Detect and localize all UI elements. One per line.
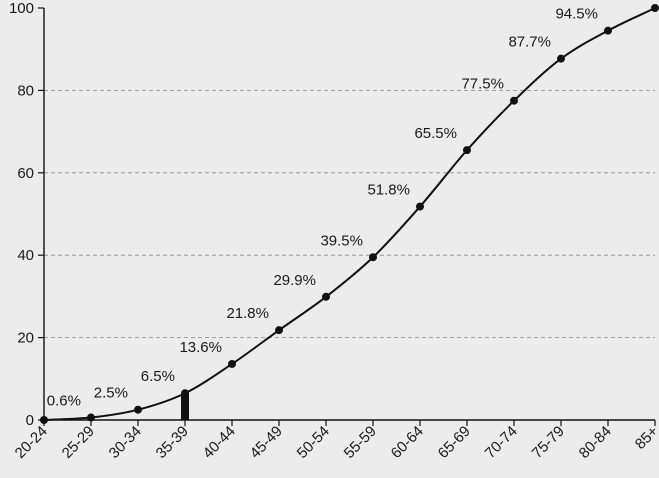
data-point (275, 326, 283, 335)
x-tick-label: 80-84 (576, 423, 615, 462)
data-label: 0.6% (47, 393, 81, 410)
data-label: 6.5% (141, 368, 175, 385)
x-tick-label: 50-54 (294, 423, 333, 462)
data-point (651, 4, 659, 12)
data-label: 65.5% (414, 125, 457, 142)
series-line-group (43, 7, 656, 421)
x-tick-label: 65-69 (435, 423, 474, 462)
data-label: 29.9% (273, 272, 316, 289)
x-tick-label: 75-79 (529, 423, 568, 462)
grid-lines (44, 90, 655, 339)
data-point (510, 96, 518, 105)
x-tick-label: 60-64 (388, 423, 427, 462)
x-tick-label: 40-44 (200, 423, 239, 462)
data-points (40, 4, 659, 424)
x-tick-label: 85+ (632, 423, 659, 453)
data-label: 77.5% (461, 76, 504, 93)
data-label: 13.6% (179, 339, 222, 356)
x-tick-label: 45-49 (247, 423, 286, 462)
data-point (557, 54, 565, 63)
y-tick-label: 20 (17, 330, 34, 347)
data-point (134, 405, 142, 414)
x-tick-label: 30-34 (106, 423, 145, 462)
data-point (604, 26, 612, 35)
data-point (463, 146, 471, 155)
y-tick-label: 100 (9, 0, 34, 17)
data-point (369, 253, 377, 262)
data-point (416, 202, 424, 211)
data-label: 21.8% (226, 305, 269, 322)
data-label: 51.8% (367, 182, 410, 199)
x-tick-label: 25-29 (59, 423, 98, 462)
y-tick-labels: 0 20 40 60 80 100 (9, 0, 34, 429)
data-labels: 0.6% 2.5% 6.5%13.6%21.8%29.9% 39.5% 51.8% 65.… (47, 6, 598, 410)
y-tick-label: 0 (26, 412, 34, 429)
x-tick-label: 70-74 (482, 423, 521, 462)
x-tick-label: 55-59 (341, 423, 380, 462)
data-label: 39.5% (320, 232, 363, 249)
data-point (40, 416, 48, 424)
series-line (43, 7, 656, 421)
data-point (181, 389, 189, 398)
y-tick-label: 40 (17, 247, 34, 264)
y-tick-label: 60 (17, 165, 34, 182)
data-point (322, 292, 330, 301)
data-label: 87.7% (508, 34, 551, 51)
y-tick-label: 80 (17, 82, 34, 99)
x-tick-label: 35-39 (153, 423, 192, 462)
data-point (87, 413, 95, 422)
highlight-marker (181, 393, 189, 420)
data-label: 2.5% (94, 385, 128, 402)
x-tick-labels: 20-24 25-29 30-34 35-39 40-44 45-49 50-54 55-59… (12, 423, 659, 462)
data-point (228, 359, 236, 368)
axes (38, 7, 656, 426)
highlight-marker-group (181, 393, 189, 420)
data-label: 94.5% (555, 6, 598, 23)
